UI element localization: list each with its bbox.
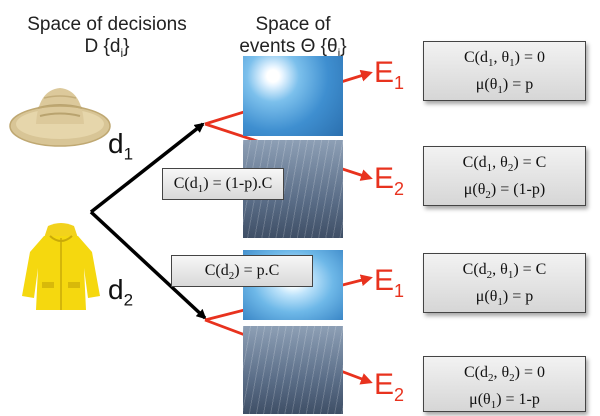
outcome-probability: μ(θ1) = 1-p — [469, 391, 540, 412]
event-label-e1: E1 — [374, 264, 405, 301]
sunny-sky-image — [243, 56, 343, 136]
decision-space-header: Space of decisions D {di} — [27, 14, 187, 60]
decision-arrow-d1 — [89, 122, 205, 214]
outcome-cost: C(d1, θ2) = C — [462, 154, 547, 175]
yellow-raincoat-icon — [22, 223, 100, 310]
outcome-cost: C(d1, θ1) = 0 — [463, 49, 546, 70]
outcome-box-d2-e1: C(d2, θ1) = C μ(θ1) = p — [423, 253, 586, 313]
event-label-e2: E2 — [374, 368, 405, 405]
outcome-cost: C(d2, θ2) = 0 — [463, 364, 546, 385]
cost-box-d2: C(d2) = p.C — [171, 255, 313, 287]
outcome-probability: μ(θ1) = p — [475, 288, 534, 309]
event-space-header-text: Space of events Θ {θ — [239, 14, 338, 57]
outcome-probability: μ(θ1) = p — [475, 76, 534, 97]
event-label-e2: E2 — [374, 162, 405, 199]
decision-label-d2: d2 — [108, 274, 134, 310]
cost-box-d1: C(d1) = (1-p).C — [162, 168, 284, 200]
outcome-probability: μ(θ2) = (1-p) — [463, 181, 546, 202]
outcome-box-d1-e2: C(d1, θ2) = C μ(θ2) = (1-p) — [423, 146, 586, 206]
rain-image — [243, 326, 343, 414]
outcome-cost: C(d2, θ1) = C — [462, 261, 547, 282]
event-label-e1: E1 — [374, 56, 405, 93]
decision-label-d1: d1 — [108, 128, 134, 164]
decision-space-header-text: Space of decisions D {d — [27, 14, 187, 57]
decision-arrow-d2 — [89, 210, 207, 320]
outcome-box-d2-e2: C(d2, θ2) = 0 μ(θ1) = 1-p — [423, 356, 586, 412]
straw-hat-icon — [9, 88, 111, 147]
event-space-header: Space of events Θ {θj} — [239, 14, 347, 60]
outcome-box-d1-e1: C(d1, θ1) = 0 μ(θ1) = p — [423, 41, 586, 101]
